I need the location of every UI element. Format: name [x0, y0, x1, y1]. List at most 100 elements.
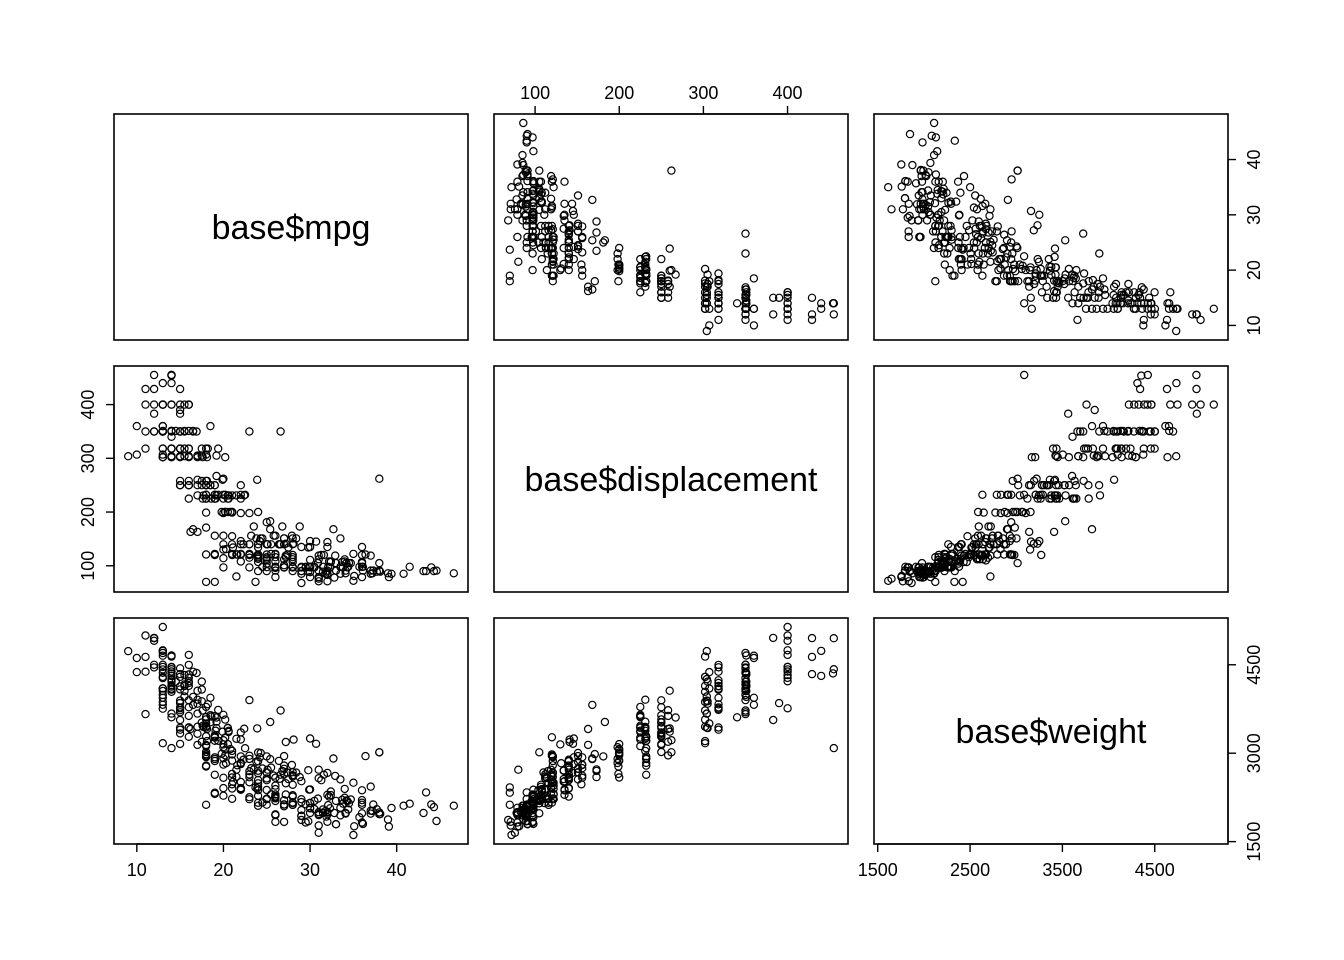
data-point: [769, 715, 778, 725]
data-point: [271, 781, 280, 790]
data-point: [564, 249, 574, 258]
data-point: [279, 561, 289, 570]
data-point: [732, 713, 742, 722]
data-point: [1027, 453, 1037, 462]
data-point: [297, 805, 306, 815]
data-point: [1111, 279, 1121, 289]
data-point: [663, 737, 673, 747]
data-point: [1075, 427, 1085, 436]
data-point: [564, 265, 574, 275]
data-point: [1013, 558, 1022, 568]
data-point: [427, 563, 436, 572]
data-point: [1161, 321, 1170, 330]
data-point: [1043, 293, 1052, 302]
data-point: [1124, 279, 1133, 289]
data-point: [973, 232, 983, 242]
data-point: [1146, 444, 1156, 453]
data-point: [942, 188, 951, 197]
data-point: [305, 536, 315, 546]
data-point: [336, 534, 345, 543]
data-point: [1060, 481, 1069, 490]
data-point: [210, 736, 219, 746]
data-point: [615, 773, 624, 782]
data-point: [539, 238, 548, 247]
data-point: [749, 693, 759, 703]
data-point: [1036, 550, 1046, 560]
data-point: [978, 249, 988, 258]
tick-label: 100: [78, 551, 98, 581]
data-point: [741, 229, 750, 238]
data-point: [149, 663, 159, 672]
data-point: [167, 709, 176, 718]
data-point: [218, 475, 227, 484]
data-point: [449, 569, 458, 578]
data-point: [1050, 475, 1060, 484]
data-point: [973, 531, 983, 540]
data-point: [1083, 293, 1093, 302]
data-point: [1049, 286, 1059, 296]
data-point: [288, 555, 297, 564]
data-point: [946, 199, 956, 208]
data-point: [201, 550, 211, 559]
data-point: [175, 400, 185, 409]
data-point: [933, 185, 942, 195]
data-point: [560, 777, 569, 786]
data-point: [916, 566, 925, 575]
data-point: [236, 785, 245, 795]
data-point: [212, 451, 221, 460]
data-point: [219, 474, 228, 483]
data-point: [514, 257, 523, 266]
data-point: [942, 557, 951, 566]
data-point: [1061, 491, 1070, 500]
data-point: [918, 138, 927, 147]
data-point: [123, 452, 133, 461]
data-point: [513, 160, 522, 169]
data-point: [1094, 481, 1104, 490]
data-point: [232, 572, 241, 581]
data-point: [304, 567, 313, 576]
data-point: [541, 188, 550, 197]
data-point: [193, 729, 202, 739]
data-point: [559, 211, 568, 221]
data-point: [567, 768, 577, 778]
data-point: [314, 765, 323, 774]
data-point: [1109, 304, 1118, 313]
data-point: [513, 205, 522, 214]
data-point: [1007, 175, 1016, 184]
data-point: [528, 227, 537, 236]
data-point: [987, 227, 997, 236]
data-point: [357, 562, 367, 572]
data-point: [149, 634, 159, 643]
data-point: [184, 453, 193, 462]
data-point: [1019, 252, 1029, 261]
data-point: [271, 817, 280, 827]
panel-base-displacement-vs-base-mpg: [113, 365, 469, 593]
data-point: [188, 426, 198, 436]
data-point: [219, 554, 228, 563]
data-point: [546, 244, 556, 253]
data-point: [253, 475, 262, 484]
data-point: [983, 249, 993, 258]
data-point: [331, 551, 340, 560]
data-point: [1090, 405, 1099, 415]
data-point: [642, 254, 651, 264]
data-point: [703, 723, 712, 733]
data-point: [934, 550, 943, 560]
data-point: [175, 669, 185, 679]
data-point: [1095, 249, 1104, 258]
data-point: [193, 686, 202, 695]
data-point: [1007, 518, 1016, 527]
data-point: [399, 801, 408, 810]
data-point: [613, 249, 622, 258]
data-point: [158, 672, 167, 682]
data-point: [1047, 270, 1056, 280]
data-point: [742, 296, 751, 305]
data-point: [940, 249, 949, 258]
data-point: [583, 724, 593, 734]
data-point: [276, 706, 285, 715]
data-point: [583, 740, 593, 750]
tick-label: 40: [387, 860, 407, 880]
data-point: [519, 170, 528, 180]
data-point: [217, 507, 226, 517]
data-point: [519, 187, 528, 197]
